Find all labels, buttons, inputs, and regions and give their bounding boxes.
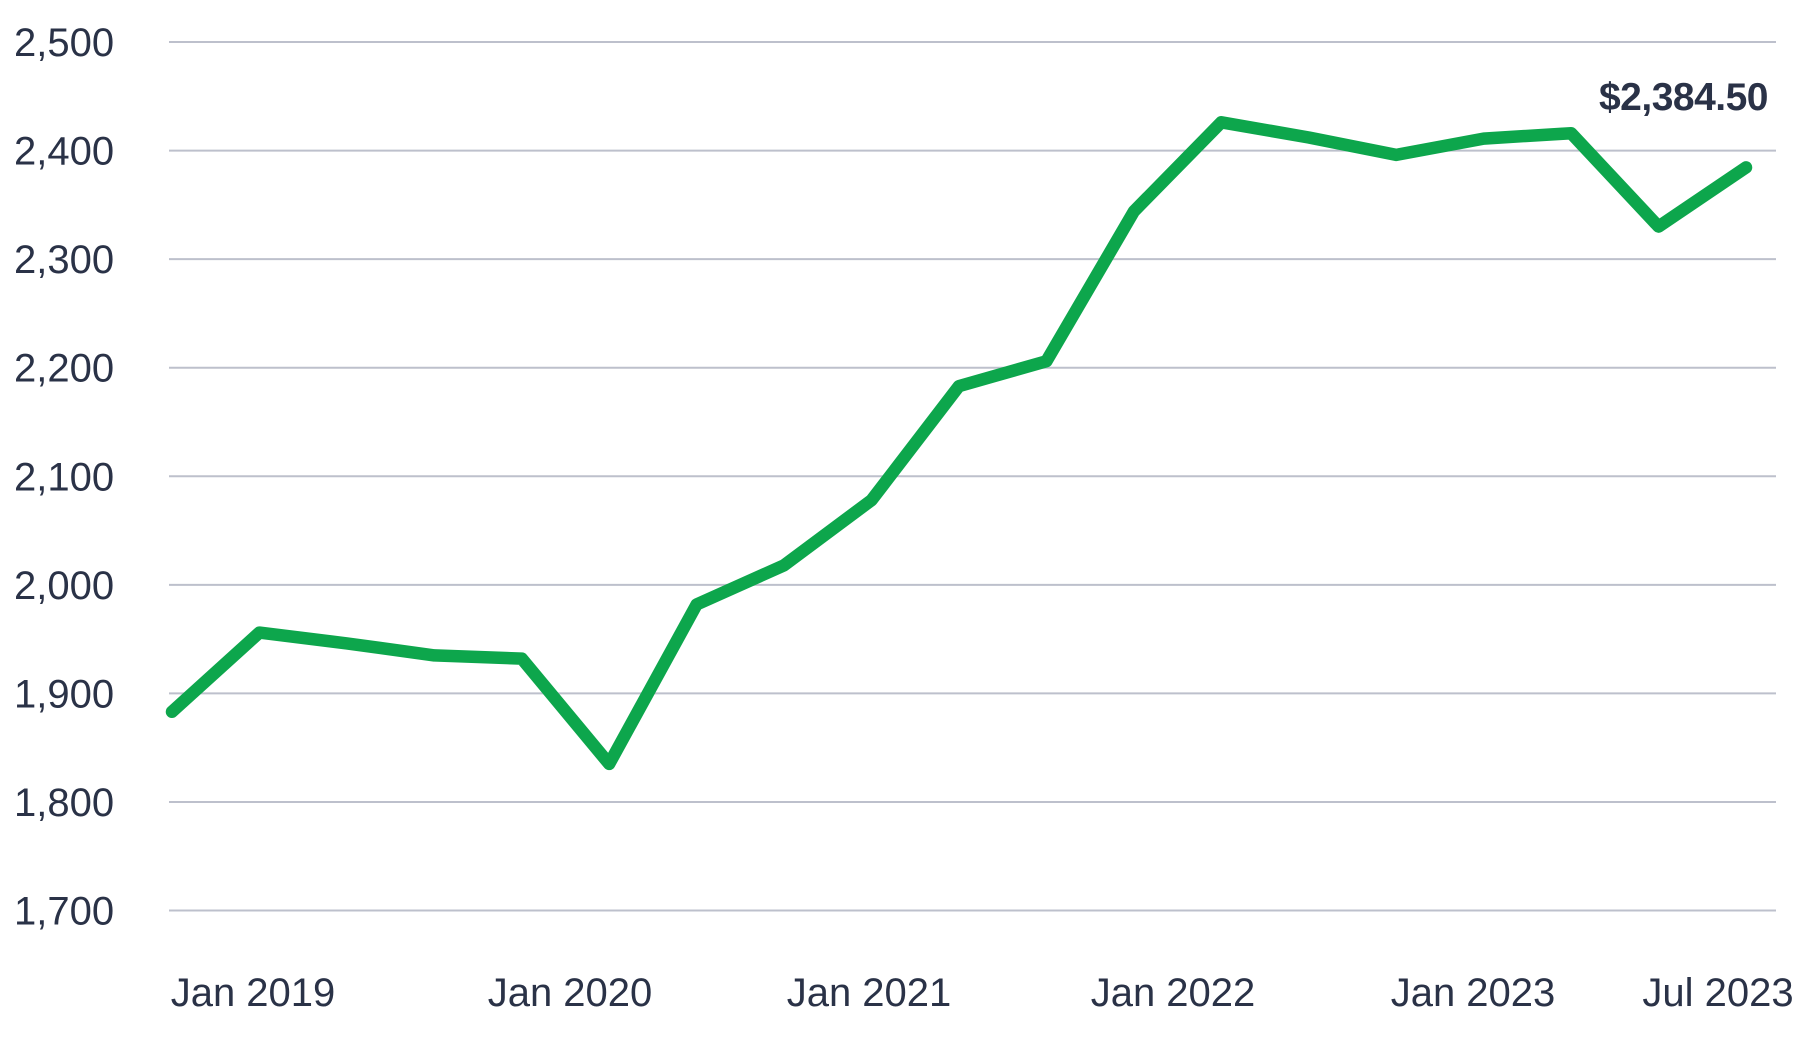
x-tick-label: Jul 2023 <box>1642 971 1793 1015</box>
y-tick-label: 2,100 <box>14 455 114 499</box>
y-tick-label: 1,900 <box>14 672 114 716</box>
y-tick-label: 1,800 <box>14 781 114 825</box>
last-value-label: $2,384.50 <box>1598 76 1769 119</box>
x-tick-label: Jan 2022 <box>1091 971 1256 1015</box>
y-tick-label: 2,200 <box>14 347 114 391</box>
y-tick-label: 2,500 <box>14 21 114 65</box>
x-tick-label: Jan 2019 <box>171 971 336 1015</box>
y-tick-label: 2,400 <box>14 130 114 174</box>
x-tick-label: Jan 2020 <box>488 971 653 1015</box>
y-tick-label: 1,700 <box>14 890 114 934</box>
y-tick-label: 2,300 <box>14 238 114 282</box>
price-line <box>165 116 1753 771</box>
y-tick-label: 2,000 <box>14 564 114 608</box>
x-tick-label: Jan 2021 <box>787 971 952 1015</box>
x-tick-label: Jan 2023 <box>1391 971 1556 1015</box>
